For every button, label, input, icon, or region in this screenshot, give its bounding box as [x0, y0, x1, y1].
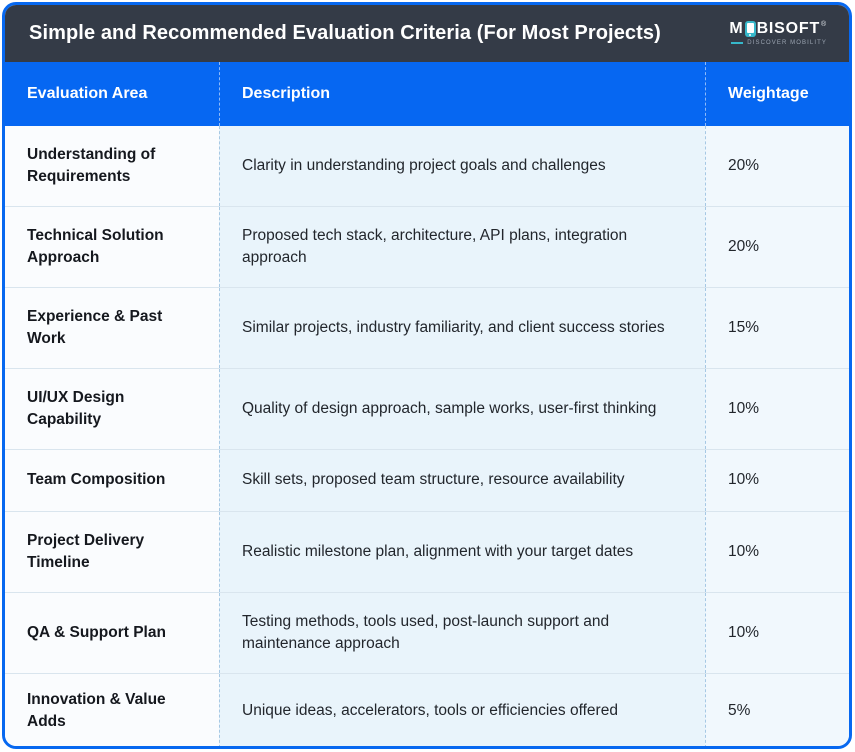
logo-letters-bisoft: BISOFT — [756, 20, 821, 37]
logo-wordmark: M BISOFT ® — [729, 21, 827, 37]
cell-weightage: 10% — [705, 593, 849, 673]
cell-description: Proposed tech stack, architecture, API p… — [219, 207, 705, 287]
mobisoft-logo: M BISOFT ® DISCOVER MOBILITY — [729, 21, 827, 47]
table-row: Innovation & Value Adds Unique ideas, ac… — [5, 673, 849, 746]
cell-description: Realistic milestone plan, alignment with… — [219, 512, 705, 592]
table-row: Team Composition Skill sets, proposed te… — [5, 449, 849, 511]
table-row: Understanding of Requirements Clarity in… — [5, 126, 849, 206]
cell-evaluation-area: Understanding of Requirements — [5, 126, 219, 206]
cell-weightage: 15% — [705, 288, 849, 368]
page-title: Simple and Recommended Evaluation Criter… — [29, 22, 661, 44]
cell-weightage: 20% — [705, 126, 849, 206]
cell-description: Quality of design approach, sample works… — [219, 369, 705, 449]
cell-weightage: 10% — [705, 369, 849, 449]
cell-evaluation-area: Innovation & Value Adds — [5, 674, 219, 746]
logo-tagline-row: DISCOVER MOBILITY — [731, 40, 827, 46]
cell-description: Testing methods, tools used, post-launch… — [219, 593, 705, 673]
column-header-weightage: Weightage — [705, 62, 849, 126]
cell-description: Skill sets, proposed team structure, res… — [219, 450, 705, 511]
table-row: Technical Solution Approach Proposed tec… — [5, 206, 849, 287]
logo-tagline: DISCOVER MOBILITY — [747, 40, 827, 46]
column-header-description: Description — [219, 62, 705, 126]
cell-weightage: 10% — [705, 512, 849, 592]
cell-evaluation-area: Technical Solution Approach — [5, 207, 219, 287]
cell-weightage: 20% — [705, 207, 849, 287]
table-body: Understanding of Requirements Clarity in… — [5, 126, 849, 746]
table-row: Experience & Past Work Similar projects,… — [5, 287, 849, 368]
cell-weightage: 10% — [705, 450, 849, 511]
column-header-evaluation-area: Evaluation Area — [27, 85, 148, 102]
cell-description: Clarity in understanding project goals a… — [219, 126, 705, 206]
table-row: UI/UX Design Capability Quality of desig… — [5, 368, 849, 449]
cell-evaluation-area: Team Composition — [5, 450, 219, 511]
table-row: QA & Support Plan Testing methods, tools… — [5, 592, 849, 673]
cell-description: Unique ideas, accelerators, tools or eff… — [219, 674, 705, 746]
cell-evaluation-area: Project Delivery Timeline — [5, 512, 219, 592]
cell-weightage: 5% — [705, 674, 849, 746]
cell-description: Similar projects, industry familiarity, … — [219, 288, 705, 368]
cell-evaluation-area: UI/UX Design Capability — [5, 369, 219, 449]
tagline-accent-bar — [731, 42, 744, 44]
phone-icon — [744, 21, 756, 37]
logo-letter-m: M — [729, 20, 744, 37]
table-header-row: Evaluation Area Description Weightage — [5, 62, 849, 126]
title-bar: Simple and Recommended Evaluation Criter… — [5, 5, 849, 62]
registered-mark: ® — [821, 21, 827, 28]
table-row: Project Delivery Timeline Realistic mile… — [5, 511, 849, 592]
cell-evaluation-area: QA & Support Plan — [5, 593, 219, 673]
cell-evaluation-area: Experience & Past Work — [5, 288, 219, 368]
